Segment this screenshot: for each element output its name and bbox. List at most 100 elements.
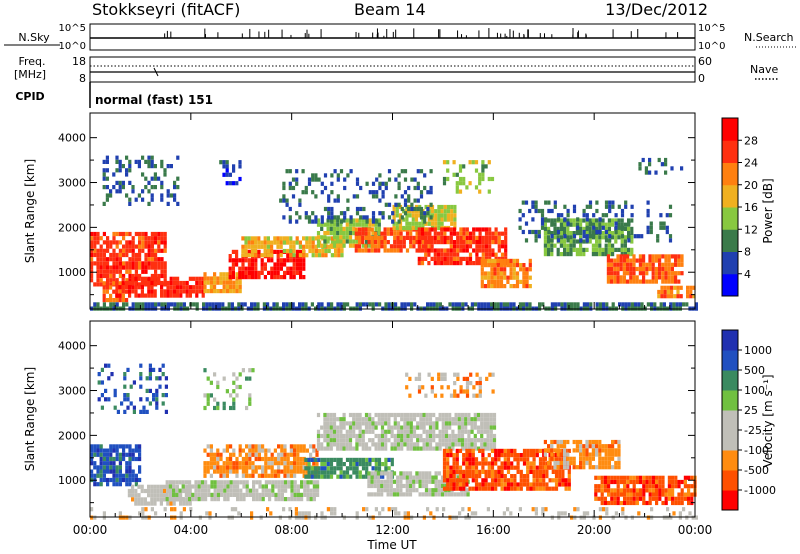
heatmap-cell [563, 231, 567, 236]
heatmap-cell [386, 227, 390, 232]
heatmap-cell [285, 302, 289, 307]
heatmap-cell [427, 252, 431, 257]
heatmap-cell [342, 425, 346, 430]
heatmap-cell [179, 501, 183, 506]
heatmap-cell [371, 425, 375, 430]
heatmap-cell [458, 448, 463, 453]
heatmap-cell [306, 484, 310, 489]
heatmap-cell [273, 240, 277, 245]
heatmap-cell [614, 247, 618, 252]
heatmap-cell [282, 215, 286, 220]
heatmap-cell [275, 302, 279, 307]
heatmap-cell [607, 475, 611, 480]
heatmap-cell [286, 240, 290, 245]
heatmap-cell [566, 208, 570, 214]
heatmap-cell [481, 486, 485, 491]
heatmap-cell [601, 235, 605, 240]
heatmap-cell [419, 211, 424, 216]
heatmap-cell [283, 452, 287, 457]
heatmap-cell [613, 479, 617, 485]
heatmap-cell [150, 155, 154, 160]
heatmap-cell [674, 279, 678, 284]
heatmap-cell [115, 240, 119, 245]
heatmap-cell [455, 478, 459, 483]
heatmap-cell [337, 248, 341, 254]
heatmap-cell [289, 444, 293, 449]
heatmap-cell [156, 488, 160, 494]
heatmap-cell [627, 234, 631, 239]
heatmap-cell [368, 243, 372, 248]
heatmap-cell [241, 236, 245, 241]
heatmap-cell [333, 507, 337, 512]
heatmap-cell [424, 471, 429, 476]
heatmap-cell [604, 243, 608, 248]
heatmap-cell [452, 474, 456, 479]
heatmap-cell [302, 469, 306, 474]
heatmap-cell [497, 469, 501, 474]
heatmap-cell [96, 236, 100, 241]
heatmap-cell [492, 417, 497, 422]
heatmap-cell [669, 302, 673, 307]
heatmap-cell [127, 488, 131, 494]
heatmap-cell [651, 488, 655, 493]
heatmap-cell [370, 475, 374, 480]
heatmap-cell [600, 475, 604, 480]
heatmap-cell [548, 465, 552, 470]
heatmap-cell [626, 254, 630, 259]
heatmap-cell [333, 215, 337, 220]
heatmap-cell [405, 235, 410, 240]
heatmap-cell [451, 421, 455, 426]
heatmap-cell [496, 271, 500, 276]
heatmap-cell [487, 461, 491, 466]
heatmap-cell [632, 279, 636, 284]
heatmap-cell [336, 302, 340, 307]
heatmap-cell [302, 473, 306, 478]
heatmap-cell [649, 221, 653, 226]
heatmap-cell [216, 401, 220, 406]
heatmap-cell [543, 439, 547, 445]
heatmap-cell [258, 492, 262, 497]
heatmap-cell [490, 263, 494, 268]
heatmap-cell [585, 456, 589, 461]
heatmap-cell [112, 269, 116, 274]
heatmap-cell [139, 384, 143, 389]
heatmap-cell [154, 257, 158, 262]
heatmap-cell [387, 177, 392, 182]
heatmap-cell [380, 483, 384, 489]
heatmap-cell [329, 417, 333, 422]
heatmap-cell [131, 257, 135, 262]
heatmap-cell [610, 262, 614, 267]
heatmap-cell [567, 474, 571, 479]
heatmap-cell [316, 480, 320, 485]
heatmap-cell [449, 474, 453, 479]
heatmap-cell [579, 243, 583, 248]
heatmap-cell [203, 280, 207, 285]
heatmap-cell [607, 247, 611, 252]
heatmap-cell [123, 376, 127, 381]
heatmap-cell [300, 492, 304, 497]
heatmap-cell [109, 265, 113, 270]
heatmap-cell [125, 269, 129, 274]
heatmap-cell [556, 452, 560, 457]
heatmap-cell [442, 461, 447, 466]
heatmap-cell [622, 275, 626, 280]
heatmap-cell [611, 465, 615, 470]
heatmap-cell [209, 452, 213, 457]
heatmap-cell [125, 465, 129, 470]
heatmap-cell [648, 254, 652, 259]
heatmap-cell [468, 465, 472, 470]
heatmap-cell [494, 231, 498, 236]
heatmap-cell [657, 157, 661, 163]
heatmap-cell [400, 169, 404, 174]
heatmap-cell [405, 217, 409, 222]
heatmap-cell [557, 515, 561, 520]
heatmap-cell [206, 280, 210, 285]
heatmap-cell [392, 479, 397, 484]
heatmap-cell [563, 444, 567, 449]
heatmap-cell [510, 448, 514, 453]
heatmap-cell [254, 262, 258, 267]
heatmap-cell [572, 208, 577, 214]
heatmap-cell [152, 393, 156, 398]
heatmap-cell [131, 185, 135, 190]
